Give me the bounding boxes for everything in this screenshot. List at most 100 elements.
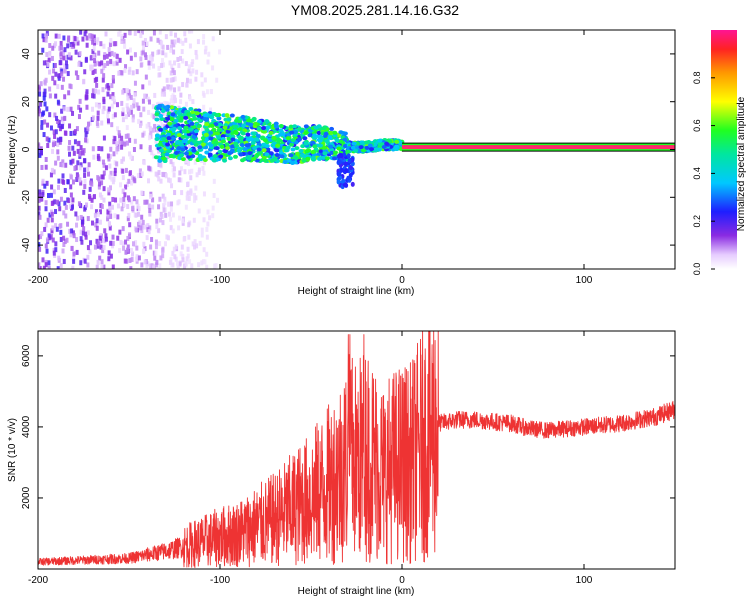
noise-speck: [202, 170, 206, 176]
noise-speck: [60, 108, 64, 114]
band-mark: [241, 123, 247, 128]
noise-speck: [176, 37, 180, 43]
noise-speck: [47, 193, 51, 199]
noise-speck: [44, 200, 48, 206]
noise-speck: [189, 188, 193, 194]
noise-speck: [200, 260, 204, 266]
noise-speck: [98, 255, 102, 261]
noise-speck: [185, 195, 189, 201]
noise-speck: [74, 211, 78, 217]
noise-speck: [62, 106, 66, 112]
noise-speck: [72, 256, 76, 262]
noise-speck: [125, 125, 129, 131]
noise-speck: [122, 202, 126, 208]
noise-speck: [108, 185, 112, 191]
noise-speck: [169, 31, 173, 37]
band-mark: [180, 147, 186, 152]
band-mark: [245, 121, 251, 126]
band-mark: [167, 121, 173, 126]
noise-speck: [59, 51, 63, 57]
band-mark: [204, 122, 210, 127]
noise-speck: [137, 105, 141, 111]
noise-speck: [154, 138, 158, 144]
band-mark: [219, 144, 225, 149]
noise-speck: [57, 255, 61, 261]
noise-speck: [131, 205, 135, 211]
noise-speck: [75, 222, 79, 228]
noise-speck: [66, 179, 70, 185]
noise-speck: [192, 217, 196, 223]
noise-speck: [152, 30, 156, 36]
noise-speck: [165, 77, 169, 83]
spectrogram-x-tick-label: -100: [210, 275, 230, 286]
noise-speck: [87, 162, 91, 168]
noise-speck: [63, 187, 67, 193]
noise-speck: [177, 63, 181, 69]
noise-speck: [127, 178, 131, 184]
noise-speck: [101, 109, 105, 115]
colorbar-tick-label: 0.0: [692, 263, 702, 276]
noise-speck: [139, 225, 143, 231]
noise-speck: [59, 229, 63, 235]
band-mark: [176, 146, 182, 151]
noise-speck: [111, 240, 115, 246]
noise-speck: [184, 204, 188, 210]
band-mark: [299, 153, 305, 158]
noise-speck: [38, 148, 40, 154]
band-mark: [310, 155, 316, 160]
band-mark: [183, 115, 189, 120]
noise-speck: [113, 112, 117, 118]
band-mark: [222, 158, 228, 163]
band-mark: [242, 147, 248, 152]
noise-speck: [151, 204, 155, 210]
noise-speck: [116, 214, 120, 220]
noise-speck: [195, 243, 199, 249]
band-mark: [271, 141, 277, 146]
band-tail-mark: [344, 168, 349, 174]
noise-speck: [66, 37, 70, 43]
colorbar-ticks: 0.0 0.2 0.4 0.6 0.8: [692, 72, 715, 276]
noise-speck: [89, 65, 93, 71]
noise-speck: [165, 234, 169, 240]
noise-speck: [50, 184, 54, 190]
noise-speck: [167, 211, 171, 217]
noise-speck: [112, 139, 116, 145]
band-mark: [202, 113, 208, 118]
noise-speck: [129, 154, 133, 160]
noise-speck: [121, 226, 125, 232]
spectrogram-y-label: Frequency (Hz): [7, 116, 18, 185]
noise-speck: [97, 50, 101, 56]
noise-speck: [86, 262, 90, 268]
band-mark: [158, 148, 164, 153]
colorbar-tick-label: 0.2: [692, 215, 702, 228]
band-mark: [229, 113, 235, 118]
noise-speck: [57, 73, 61, 79]
band-mark: [319, 136, 325, 141]
noise-speck: [118, 133, 122, 139]
noise-speck: [70, 228, 74, 234]
noise-speck: [203, 49, 207, 55]
band-mark: [290, 138, 296, 143]
noise-speck: [180, 244, 184, 250]
band-mark: [273, 124, 279, 129]
band-mark: [369, 147, 375, 152]
noise-speck: [147, 99, 151, 105]
noise-speck: [38, 211, 41, 217]
noise-speck: [167, 201, 171, 207]
noise-speck: [160, 58, 164, 64]
noise-speck: [76, 160, 80, 166]
band-mark: [236, 148, 242, 153]
noise-speck: [158, 111, 162, 117]
noise-speck: [72, 251, 76, 257]
noise-speck: [77, 114, 81, 120]
band-tail-mark: [341, 178, 346, 184]
noise-speck: [109, 58, 113, 64]
band-mark: [312, 133, 318, 138]
noise-speck: [98, 192, 102, 198]
noise-speck: [38, 205, 41, 211]
noise-speck: [53, 80, 57, 86]
noise-speck: [54, 247, 58, 253]
band-mark: [217, 122, 223, 127]
noise-speck: [76, 141, 80, 147]
noise-speck: [171, 262, 175, 268]
